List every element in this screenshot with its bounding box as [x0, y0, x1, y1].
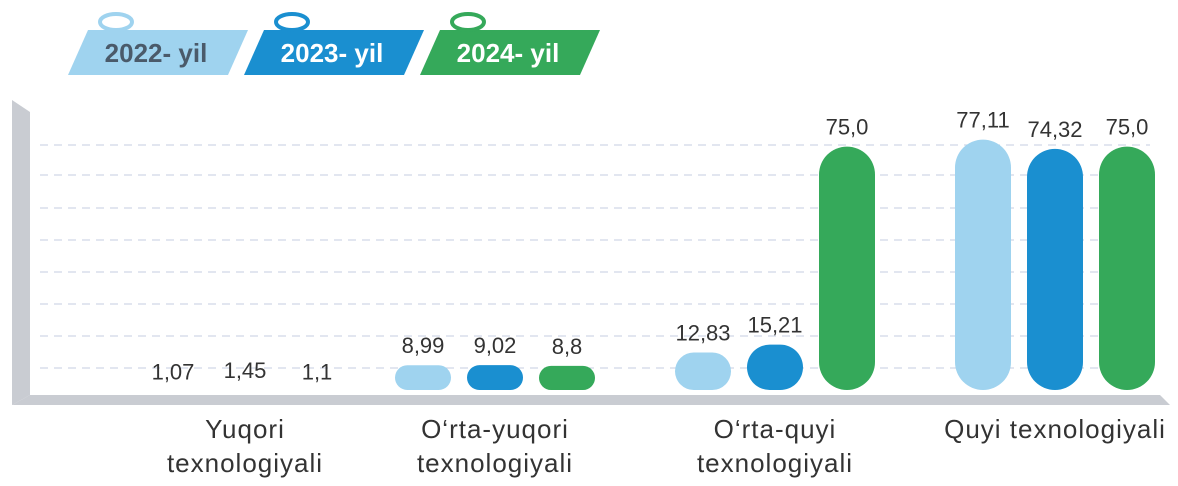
- bar: [1099, 147, 1155, 390]
- value-label: 1,45: [224, 358, 267, 383]
- value-label: 75,0: [826, 115, 869, 140]
- bar: [1027, 149, 1083, 390]
- bar: [539, 366, 595, 390]
- legend-pin: [276, 14, 308, 30]
- floor: [12, 395, 1170, 405]
- category-label: Quyi texnologiyali: [935, 412, 1175, 446]
- value-label: 15,21: [747, 313, 802, 338]
- legend-pin: [100, 14, 132, 30]
- category-label: O‘rta-yuqori texnologiyali: [375, 412, 615, 480]
- bar: [955, 140, 1011, 390]
- value-label: 74,32: [1027, 117, 1082, 142]
- legend-pin: [452, 14, 484, 30]
- legend-label: 2022- yil: [105, 38, 208, 68]
- chart: 2022- yil 2023- yil 2024- yil 1,07 1,45 1,1 8,…: [0, 0, 1178, 486]
- legend-label: 2024- yil: [457, 38, 560, 68]
- bar: [675, 353, 731, 390]
- value-label: 1,07: [152, 359, 195, 384]
- value-label: 8,99: [402, 333, 445, 358]
- value-label: 9,02: [474, 333, 517, 358]
- legend-label: 2023- yil: [281, 38, 384, 68]
- value-label: 12,83: [675, 321, 730, 346]
- value-label: 75,0: [1106, 115, 1149, 140]
- bar: [819, 147, 875, 390]
- category-label: Yuqori texnologiyali: [125, 412, 365, 480]
- value-label: 1,1: [302, 359, 333, 384]
- bar: [395, 365, 451, 390]
- side-wall: [12, 100, 30, 405]
- bar: [467, 365, 523, 390]
- value-label: 77,11: [956, 108, 1009, 133]
- value-label: 8,8: [552, 334, 583, 359]
- category-label: O‘rta-quyi texnologiyali: [655, 412, 895, 480]
- bar: [747, 345, 803, 390]
